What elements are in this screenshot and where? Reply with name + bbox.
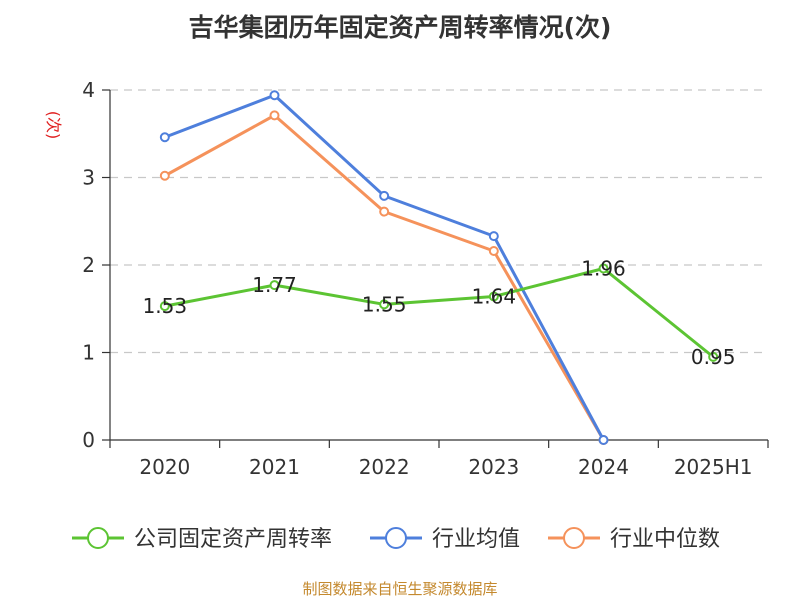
legend-marker xyxy=(563,527,585,549)
data-point xyxy=(598,435,609,445)
data-label: 1.53 xyxy=(143,294,188,318)
x-tick-label: 2021 xyxy=(249,455,300,479)
legend-label: 行业中位数 xyxy=(610,527,720,552)
axes: 0 1 2 3 4 (次) 2020 2021 2022 2023 2024 2025H1 xyxy=(44,78,769,479)
y-axis-label: (次) xyxy=(44,111,63,140)
data-label: 0.95 xyxy=(691,345,736,369)
legend-item: 公司固定资产周转率 xyxy=(72,527,332,552)
y-tick-label: 2 xyxy=(82,253,95,277)
x-tick-label: 2023 xyxy=(468,455,519,479)
data-label: 1.55 xyxy=(362,292,407,316)
data-point xyxy=(379,190,390,201)
x-tick-label: 2024 xyxy=(578,455,629,479)
data-point xyxy=(269,110,280,121)
series-line xyxy=(164,113,605,441)
data-point xyxy=(379,206,390,217)
data-label: 1.77 xyxy=(252,273,297,297)
y-tick-label: 4 xyxy=(82,78,95,102)
x-tick-label: 2020 xyxy=(139,455,190,479)
legend-marker xyxy=(87,527,109,549)
data-point xyxy=(488,291,499,302)
legend-item: 行业中位数 xyxy=(548,527,720,552)
legend: 公司固定资产周转率 行业均值 行业中位数 xyxy=(72,527,720,552)
data-point xyxy=(159,170,170,181)
data-point xyxy=(269,90,280,101)
source-note: 制图数据来自恒生聚源数据库 xyxy=(302,580,498,598)
data-point xyxy=(159,132,170,143)
x-tick-label: 2025H1 xyxy=(674,455,753,479)
x-tick-label: 2022 xyxy=(359,455,410,479)
data-point xyxy=(488,246,499,256)
series-line xyxy=(164,267,715,359)
data-point xyxy=(598,263,609,274)
data-point xyxy=(379,299,390,310)
data-point xyxy=(708,351,719,362)
data-labels: 1.53 1.77 1.55 1.64 1.96 0.95 xyxy=(143,257,736,369)
legend-marker xyxy=(385,527,407,549)
legend-label: 公司固定资产周转率 xyxy=(134,527,332,552)
data-label: 1.96 xyxy=(581,257,626,281)
y-tick-label: 3 xyxy=(82,166,95,190)
data-label: 1.64 xyxy=(472,285,517,309)
gridlines xyxy=(110,89,768,354)
series-lines xyxy=(159,90,719,445)
series-line xyxy=(164,93,605,441)
legend-label: 行业均值 xyxy=(432,527,520,552)
data-point xyxy=(159,301,170,312)
y-tick-label: 1 xyxy=(82,341,95,365)
data-point xyxy=(269,280,280,291)
legend-item: 行业均值 xyxy=(370,527,520,552)
data-point xyxy=(488,231,499,242)
chart-title: 吉华集团历年固定资产周转率情况(次) xyxy=(188,13,612,42)
y-tick-label: 0 xyxy=(82,428,95,452)
